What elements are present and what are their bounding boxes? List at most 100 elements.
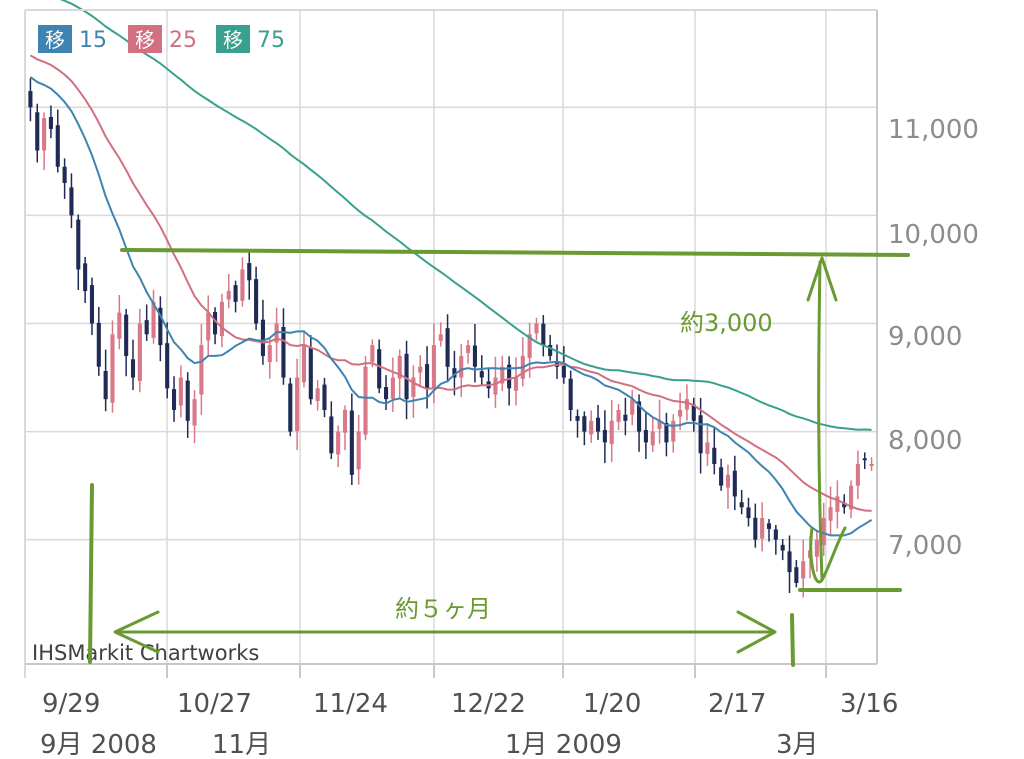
candle: [267, 338, 272, 379]
candle: [254, 266, 259, 330]
candle-body: [315, 388, 320, 402]
candle: [602, 410, 607, 464]
candle-body: [472, 345, 477, 367]
candle: [322, 377, 327, 418]
x-month-label: 3月: [776, 730, 819, 759]
candle-body: [288, 383, 293, 432]
candle-body: [794, 567, 799, 583]
candle-body: [862, 458, 867, 461]
candle: [814, 530, 819, 572]
candle: [486, 367, 491, 399]
candle-body: [650, 431, 655, 446]
candle: [151, 289, 156, 344]
candle: [76, 214, 81, 291]
candle: [637, 394, 642, 452]
candle-body: [390, 377, 395, 399]
candle-body: [801, 561, 806, 579]
candle: [500, 355, 505, 392]
candle-body: [602, 429, 607, 443]
candle-body: [739, 502, 744, 508]
candle: [493, 356, 498, 408]
x-month-label: 11月: [212, 730, 271, 759]
candle-body: [110, 334, 115, 403]
candle: [862, 452, 867, 470]
candle: [226, 273, 231, 309]
x-month-label: 9月 2008: [40, 730, 157, 759]
candle: [144, 304, 149, 341]
candle: [308, 335, 313, 405]
candle-body: [62, 166, 67, 183]
candle: [390, 357, 395, 413]
candle-body: [418, 366, 423, 373]
candle-body: [370, 345, 375, 362]
candle-body: [828, 507, 833, 521]
candle: [103, 349, 108, 412]
candle: [466, 339, 471, 364]
candle: [534, 317, 539, 341]
candle-body: [691, 404, 696, 421]
candle-body: [609, 420, 614, 444]
candle-body: [404, 353, 409, 400]
candle: [438, 322, 443, 347]
candle-body: [541, 323, 546, 346]
candle: [158, 296, 163, 362]
candle: [110, 320, 115, 413]
candle: [855, 450, 860, 500]
candle: [192, 390, 197, 444]
x-tick-label: 1/20: [583, 689, 641, 719]
candle-body: [295, 377, 300, 432]
candle-body: [425, 364, 430, 389]
legend-box-label: 移: [135, 28, 155, 52]
moving-average-lines: [29, 0, 873, 537]
candle: [213, 307, 218, 345]
legend: 移 15 移 25 移 75: [38, 25, 285, 53]
candle-body: [821, 518, 826, 546]
candle-body: [226, 291, 231, 300]
candle: [828, 486, 833, 536]
candle: [418, 355, 423, 386]
candle-body: [842, 502, 847, 508]
candle-body: [452, 368, 457, 378]
candle: [28, 78, 33, 122]
candle-body: [96, 322, 101, 367]
candle-body: [377, 349, 382, 389]
candle-body: [254, 279, 259, 324]
candle-body: [671, 420, 676, 442]
legend-swatch-ma75: [216, 25, 250, 53]
candle-body: [712, 447, 717, 465]
candle: [794, 560, 799, 588]
candle-body: [869, 464, 874, 467]
candle-body: [267, 345, 272, 363]
candle-body: [35, 112, 40, 151]
candle: [171, 376, 177, 422]
candle-body: [684, 399, 689, 410]
legend-box-label: 移: [45, 28, 65, 52]
candle-body: [753, 517, 758, 540]
candle: [746, 497, 751, 527]
candle: [691, 397, 696, 432]
candle-body: [589, 420, 594, 435]
candle-body: [336, 431, 341, 455]
candle-body: [637, 401, 642, 432]
candle: [349, 393, 354, 485]
candle: [664, 412, 669, 457]
candle: [780, 539, 785, 561]
candle: [609, 400, 614, 463]
candle: [96, 306, 101, 376]
candle: [575, 409, 580, 438]
candle-body: [760, 518, 765, 539]
candle: [336, 425, 341, 468]
candle-body: [849, 485, 854, 510]
candle-body: [322, 384, 327, 410]
candle-body: [397, 355, 402, 379]
y-tick-label: 7,000: [888, 531, 962, 561]
candle: [315, 380, 320, 411]
candle-body: [103, 371, 108, 400]
candle-body: [479, 371, 484, 378]
x-tick-label: 11/24: [313, 689, 388, 719]
legend-box-label: 移: [223, 28, 243, 52]
duration-arrow-left-head: [113, 610, 160, 654]
vertical-end-marker: [790, 613, 795, 667]
chart-credit: IHSMarkit Chartworks: [32, 641, 259, 665]
